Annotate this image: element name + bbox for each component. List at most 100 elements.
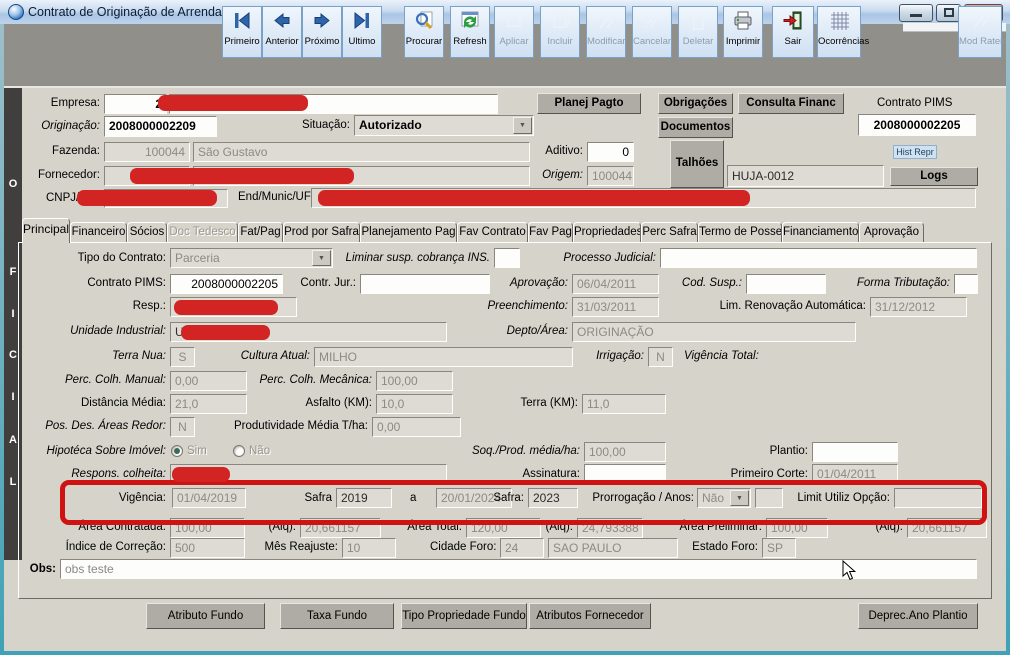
pos-des-areas-field[interactable]: N	[170, 417, 195, 437]
talhao-field[interactable]: HUJA-0012	[727, 165, 884, 187]
tab-principal[interactable]: Principal	[22, 218, 70, 243]
hist-repr-button[interactable]: Hist Repr	[893, 145, 937, 159]
toolbar-button-anterior[interactable]: Anterior	[262, 6, 302, 58]
cidade-foro-code-field[interactable]: 24	[500, 538, 544, 558]
processo-judicial-field[interactable]	[660, 248, 977, 268]
soq-prod-media-field[interactable]: 100,00	[584, 442, 666, 462]
primeiro-corte-field[interactable]: 01/04/2011	[812, 464, 898, 484]
aditivo-field[interactable]: 0	[587, 142, 634, 162]
toolbar-button-refresh[interactable]: Refresh	[450, 6, 490, 58]
redaction-bar	[172, 467, 230, 482]
toolbar-button-incluir: Incluir	[540, 6, 580, 58]
logs-button[interactable]: Logs	[890, 167, 978, 186]
toolbar-button-imprimir[interactable]: Imprimir	[723, 6, 763, 58]
cidade-foro-name-field[interactable]: SAO PAULO	[548, 538, 678, 558]
prorrogacao-anos-field[interactable]	[755, 488, 783, 508]
contrato-pims-field[interactable]: 2008000002205	[170, 274, 283, 294]
tab-financiamento[interactable]: Financiamento	[782, 222, 859, 243]
taxa-fundo-button[interactable]: Taxa Fundo	[280, 603, 394, 629]
redaction-bar	[158, 95, 308, 111]
tab-socios[interactable]: Sócios	[127, 222, 167, 243]
contrato-pims-header-field[interactable]: 2008000002205	[858, 114, 976, 136]
situacao-combo[interactable]: Autorizado ▼	[354, 115, 534, 136]
deprec-ano-plantio-button[interactable]: Deprec.Ano Plantio	[858, 603, 978, 629]
toolbar-button-proximo[interactable]: Próximo	[302, 6, 342, 58]
highlight-annotation-box	[60, 480, 987, 525]
distancia-media-field[interactable]: 21,0	[170, 394, 247, 414]
consulta-financ-button[interactable]: Consulta Financ	[738, 93, 844, 114]
chevron-down-icon: ▼	[312, 250, 331, 266]
toolbar-button-procurar[interactable]: Procurar	[404, 6, 444, 58]
tab-fav-contrato[interactable]: Fav Contrato	[457, 222, 528, 243]
toolbar-label: Deletar	[682, 36, 714, 47]
cod-susp-label: Cod. Susp.:	[681, 277, 742, 289]
documentos-button[interactable]: Documentos	[658, 117, 733, 138]
atributos-fornecedor-button[interactable]: Atributos Fornecedor	[529, 603, 651, 629]
toolbar-button-primeiro[interactable]: Primeiro	[222, 6, 262, 58]
toolbar-button-sair[interactable]: Sair	[772, 6, 814, 58]
limit-utiliz-opcao-field[interactable]	[894, 488, 982, 508]
vigencia-inicio-field[interactable]: 01/04/2019	[172, 488, 246, 508]
indice-correcao-field[interactable]: 500	[170, 538, 245, 558]
perc-colh-mecanica-field[interactable]: 100,00	[376, 371, 453, 391]
estado-foro-field[interactable]: SP	[762, 538, 796, 558]
depto-area-field[interactable]: ORIGINAÇÃO	[572, 322, 856, 342]
planej-pagto-button[interactable]: Planej Pagto	[537, 93, 641, 114]
terra-km-field[interactable]: 11,0	[582, 394, 666, 414]
prorrogacao-combo[interactable]: Não ▼	[697, 488, 751, 508]
terra-nua-label: Terra Nua:	[112, 350, 166, 362]
tab-prod-por-safra[interactable]: Prod por Safra	[283, 222, 360, 243]
terra-km-label: Terra (KM):	[520, 397, 579, 409]
mes-reajuste-field[interactable]: 10	[342, 538, 396, 558]
safra-inicio-label: Safra	[304, 492, 333, 504]
contr-jur-field[interactable]	[360, 274, 490, 294]
plantio-field[interactable]	[812, 442, 898, 462]
radio-sim[interactable]	[171, 445, 183, 457]
tipo-contrato-combo[interactable]: Parceria ▼	[170, 248, 333, 268]
originacao-field[interactable]: 2008000002209	[104, 116, 217, 137]
tab-fat-pag[interactable]: Fat/Pag	[238, 222, 283, 243]
obrigacoes-button[interactable]: Obrigações	[658, 93, 733, 114]
preenchimento-field[interactable]: 31/03/2011	[572, 297, 659, 317]
terra-nua-field[interactable]: S	[170, 347, 195, 367]
talhoes-button[interactable]: Talhões	[670, 140, 724, 188]
tipo-propriedade-fundo-button[interactable]: Tipo Propriedade Fundo	[401, 603, 527, 629]
safra-fim-field[interactable]: 2023	[528, 488, 578, 508]
cancel-icon	[644, 15, 658, 29]
tab-propriedades[interactable]: Propriedades	[573, 222, 641, 243]
radio-nao[interactable]	[233, 445, 245, 457]
origem-field[interactable]: 100044	[587, 166, 634, 186]
fazenda-code-field[interactable]: 100044	[104, 142, 190, 162]
atributo-fundo-button[interactable]: Atributo Fundo	[146, 603, 265, 629]
preenchimento-label: Preenchimento:	[487, 300, 568, 312]
tab-aprovacao[interactable]: Aprovação	[859, 222, 924, 243]
tab-planejamento-pag[interactable]: Planejamento Pag	[360, 222, 457, 243]
irrigacao-field[interactable]: N	[648, 347, 673, 367]
produtividade-media-field[interactable]: 0,00	[372, 417, 461, 437]
tab-perc-safra[interactable]: Perc Safra	[641, 222, 698, 243]
processo-judicial-label: Processo Judicial:	[563, 252, 656, 264]
aprovacao-label: Aprovação:	[509, 277, 568, 289]
aprovacao-field[interactable]: 06/04/2011	[572, 274, 659, 294]
tab-financeiro[interactable]: Financeiro	[70, 222, 127, 243]
chevron-down-icon[interactable]: ▼	[513, 117, 532, 134]
vigencia-fim-field[interactable]: 20/01/2024	[436, 488, 512, 508]
tab-fav-pag[interactable]: Fav Pag	[528, 222, 573, 243]
cultura-atual-field[interactable]: MILHO	[314, 347, 573, 367]
safra-inicio-field[interactable]: 2019	[336, 488, 392, 508]
forma-tributacao-field[interactable]	[954, 274, 978, 294]
tab-termo-de-posse[interactable]: Termo de Posse	[698, 222, 782, 243]
fazenda-name-field[interactable]: São Gustavo	[193, 142, 530, 162]
perc-colh-manual-field[interactable]: 0,00	[170, 371, 247, 391]
apply-icon	[507, 15, 521, 27]
obs-field[interactable]: obs teste	[60, 559, 977, 579]
toolbar-button-ultimo[interactable]: Ultimo	[342, 6, 382, 58]
minimize-button[interactable]	[899, 4, 933, 22]
liminar-field[interactable]	[494, 248, 520, 268]
toolbar-button-ocorrencias[interactable]: Ocorrências	[817, 6, 869, 58]
cod-susp-field[interactable]	[746, 274, 826, 294]
lim-renovacao-field[interactable]: 31/12/2012	[870, 297, 967, 317]
safra-fim-label: Safra:	[493, 492, 524, 504]
exit-door-icon	[783, 11, 802, 30]
asfalto-km-field[interactable]: 10,0	[376, 394, 453, 414]
